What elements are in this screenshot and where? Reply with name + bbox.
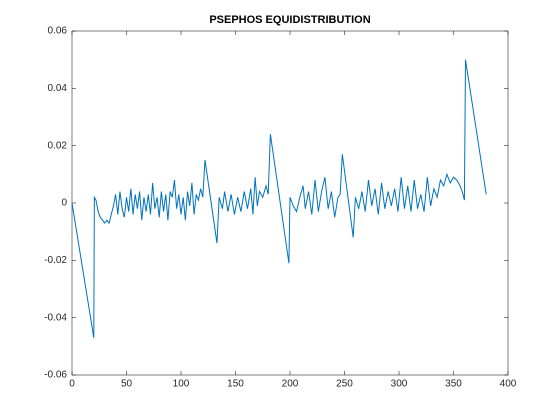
x-tick-label: 200 <box>282 379 299 390</box>
x-tick-label: 300 <box>391 379 408 390</box>
x-tick-label: 150 <box>227 379 244 390</box>
y-tick-label: 0.06 <box>48 26 68 37</box>
x-tick-label: 100 <box>173 379 190 390</box>
y-tick-label: -0.04 <box>44 312 67 323</box>
y-tick-label: 0.02 <box>48 140 68 151</box>
x-tick-label: 400 <box>500 379 517 390</box>
x-tick-label: 50 <box>121 379 133 390</box>
chart-title: PSEPHOS EQUIDISTRIBUTION <box>209 14 370 26</box>
y-tick-label: -0.02 <box>44 255 67 266</box>
y-tick-label: -0.06 <box>44 370 67 381</box>
x-tick-label: 0 <box>69 379 75 390</box>
line-series <box>71 59 487 338</box>
x-tick-label: 350 <box>445 379 462 390</box>
y-tick-label: 0.04 <box>48 83 68 94</box>
y-tick-label: 0 <box>61 198 67 209</box>
x-tick-label: 250 <box>336 379 353 390</box>
